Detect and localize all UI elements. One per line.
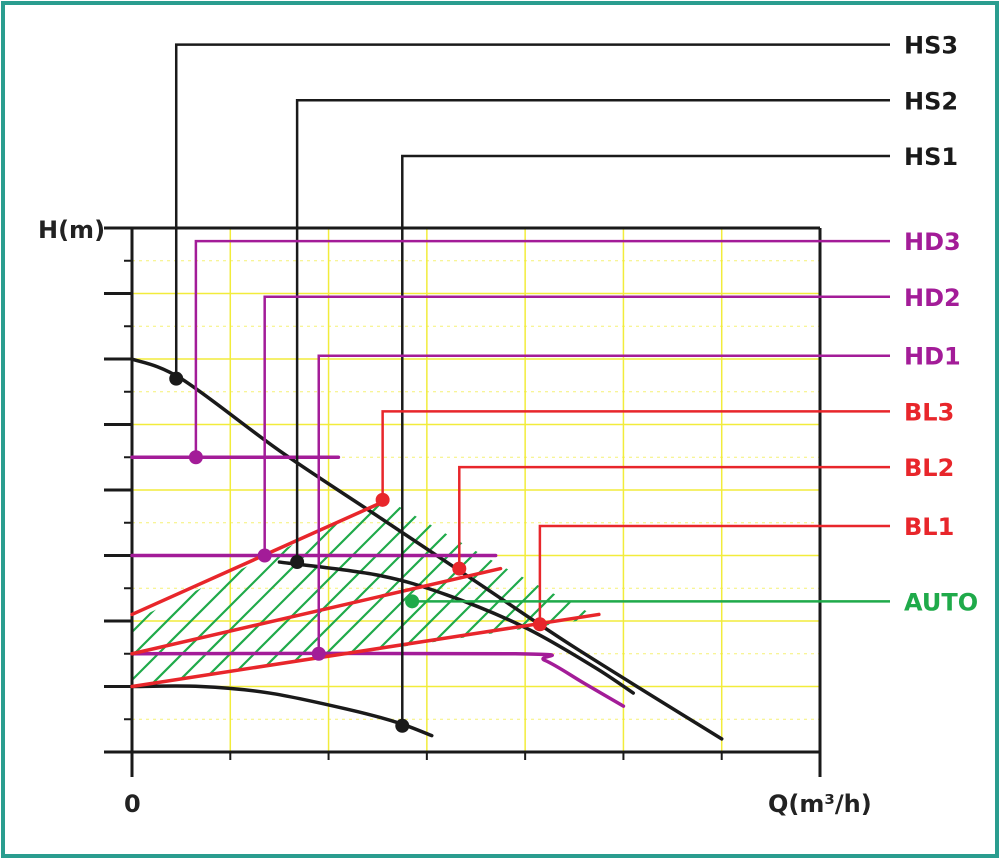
hatch-line bbox=[132, 499, 599, 687]
marker-bl2 bbox=[452, 561, 467, 576]
hatch-line bbox=[132, 499, 173, 687]
curve-bl1 bbox=[130, 612, 601, 689]
label-auto: AUTO bbox=[904, 588, 978, 616]
hatch-line bbox=[132, 499, 599, 687]
hatch-line bbox=[395, 499, 599, 687]
hatch-line bbox=[155, 499, 599, 687]
hatch-line bbox=[179, 499, 599, 687]
hatch-line bbox=[0, 232, 124, 752]
hatch-line bbox=[132, 499, 485, 687]
label-hd1: HD1 bbox=[904, 343, 961, 371]
curve-bl2 bbox=[130, 566, 503, 656]
curve-hs2 bbox=[277, 560, 636, 695]
hatch-line bbox=[0, 232, 52, 752]
marker-hd3 bbox=[188, 450, 203, 465]
leader-bl1 bbox=[538, 524, 890, 625]
marker-hd2 bbox=[257, 548, 272, 563]
marker-hs3 bbox=[169, 371, 184, 386]
label-bl3: BL3 bbox=[904, 398, 954, 426]
marker-auto bbox=[405, 594, 420, 609]
hatch-line bbox=[132, 499, 599, 687]
hatch-line bbox=[227, 499, 599, 687]
label-hs1: HS1 bbox=[904, 143, 958, 171]
leader-lines bbox=[174, 43, 890, 726]
hatch-line bbox=[132, 499, 389, 687]
hatch-line bbox=[132, 499, 293, 687]
leader-hd1 bbox=[317, 354, 890, 654]
leader-bl2 bbox=[458, 465, 890, 569]
x-axis-label: Q(m³/h) bbox=[768, 790, 872, 818]
hatch-line bbox=[132, 499, 509, 687]
leader-hd3 bbox=[194, 239, 890, 458]
hatch-line bbox=[251, 499, 599, 687]
hatch-line bbox=[804, 232, 1000, 752]
leader-hs1 bbox=[401, 154, 890, 726]
x-tick-label-0: 0 bbox=[124, 790, 141, 818]
curve-hs1 bbox=[130, 684, 434, 738]
hatch-line bbox=[132, 499, 533, 687]
leader-bl3 bbox=[381, 410, 890, 500]
label-hd3: HD3 bbox=[904, 228, 961, 256]
label-bl2: BL2 bbox=[904, 454, 954, 482]
leader-hs3 bbox=[174, 43, 890, 379]
label-hs3: HS3 bbox=[904, 32, 958, 60]
hatch-line bbox=[132, 499, 149, 687]
hatch-line bbox=[780, 232, 1000, 752]
marker-hd1 bbox=[311, 646, 326, 661]
leader-hs2 bbox=[295, 99, 890, 563]
hatch-line bbox=[132, 499, 269, 687]
hatch-line bbox=[0, 232, 100, 752]
hatch-line bbox=[132, 499, 581, 687]
hatch-line bbox=[0, 232, 76, 752]
hatch-line bbox=[756, 232, 1000, 752]
label-hd2: HD2 bbox=[904, 284, 961, 312]
marker-bl1 bbox=[532, 617, 547, 632]
hatch-line bbox=[132, 499, 317, 687]
hatch-line bbox=[371, 499, 599, 687]
hatch-line bbox=[419, 499, 599, 687]
auto-hatch-region bbox=[0, 232, 1000, 752]
curve-hd1 bbox=[130, 651, 626, 708]
hatch-line bbox=[132, 499, 341, 687]
hatch-line bbox=[132, 499, 365, 687]
grid bbox=[132, 227, 820, 752]
hatch-line bbox=[203, 499, 599, 687]
hatch-lines bbox=[0, 232, 1000, 752]
marker-bl3 bbox=[375, 492, 390, 507]
axes bbox=[104, 226, 822, 777]
hatch-line bbox=[132, 499, 197, 687]
hatch-line bbox=[443, 499, 599, 687]
label-bl1: BL1 bbox=[904, 513, 954, 541]
hatch-line bbox=[275, 499, 599, 687]
series-labels: HS3 HS2 HS1 HD3 HD2 HD1 BL3 BL2 BL1 AUTO bbox=[904, 32, 978, 617]
label-hs2: HS2 bbox=[904, 87, 958, 115]
hatch-line bbox=[299, 499, 599, 687]
leader-hd2 bbox=[263, 295, 890, 556]
marker-hs1 bbox=[395, 718, 410, 733]
y-axis-label: H(m) bbox=[38, 216, 105, 244]
marker-hs2 bbox=[290, 555, 305, 570]
markers bbox=[169, 371, 547, 733]
